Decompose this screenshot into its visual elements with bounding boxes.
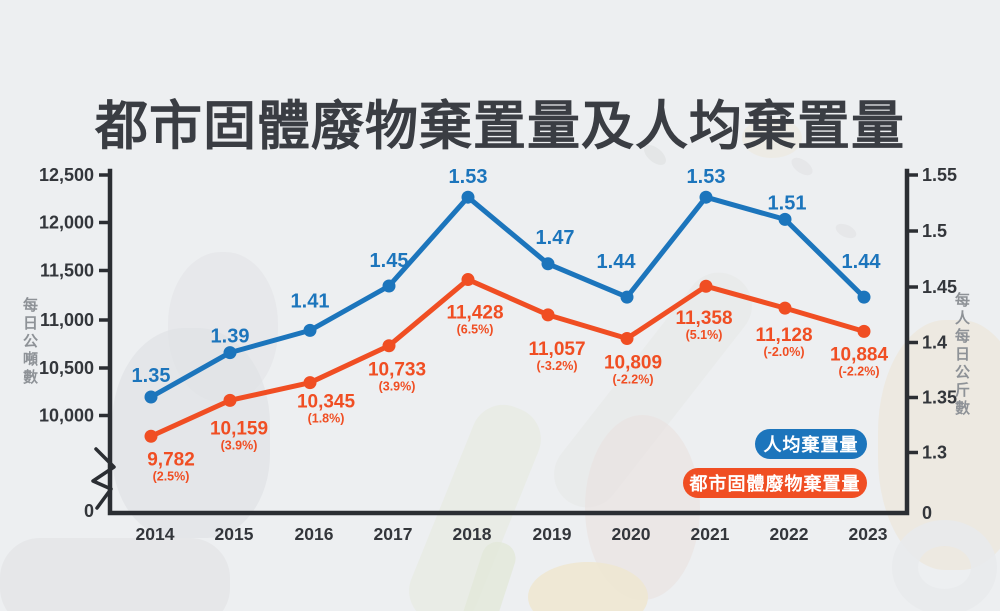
per-capita-value-label: 1.53 (687, 166, 726, 188)
msw-pct-label: (-3.2%) (537, 359, 578, 373)
x-axis-year-label: 2019 (533, 524, 572, 544)
per-capita-point-2015 (223, 346, 237, 360)
right-axis-tick-label: 1.4 (922, 333, 947, 353)
left-axis-tick-label: 0 (84, 501, 94, 521)
per-capita-point-2022 (778, 212, 792, 226)
left-axis-tick-label: 10,000 (39, 406, 94, 426)
per-capita-point-2017 (382, 279, 396, 293)
msw-value-label: 11,358 (675, 308, 732, 329)
msw-value-label: 10,159 (210, 418, 268, 439)
msw-point-2020 (620, 331, 634, 345)
msw-point-2018 (461, 273, 475, 287)
per-capita-point-2018 (461, 190, 475, 204)
msw-point-2015 (223, 393, 237, 407)
msw-value-label: 11,057 (528, 339, 585, 360)
per-capita-point-2023 (857, 290, 871, 304)
msw-value-label: 11,128 (755, 325, 812, 346)
per-capita-point-2019 (541, 257, 555, 271)
per-capita-value-label: 1.41 (291, 290, 330, 312)
msw-pct-label: (1.8%) (308, 412, 345, 426)
right-axis-tick-label: 1.55 (922, 165, 957, 185)
x-axis-year-label: 2023 (849, 524, 888, 544)
msw-point-2019 (541, 308, 555, 322)
per-capita-value-label: 1.35 (132, 365, 171, 387)
per-capita-line (148, 194, 867, 400)
per-capita-value-label: 1.53 (449, 166, 488, 188)
msw-point-2016 (303, 376, 317, 390)
per-capita-point-2021 (699, 190, 713, 204)
x-axis-year-label: 2018 (453, 524, 492, 544)
right-axis-tick-label: 1.45 (922, 277, 957, 297)
msw-pct-label: (-2.0%) (764, 345, 805, 359)
left-axis-tick-label: 12,000 (39, 213, 94, 233)
per-capita-value-label: 1.45 (370, 250, 409, 272)
msw-point-2017 (382, 339, 396, 353)
msw-point-2021 (699, 279, 713, 293)
msw-pct-label: (2.5%) (153, 469, 190, 483)
right-axis-tick-label: 1.3 (922, 443, 947, 463)
x-axis-year-label: 2021 (691, 524, 730, 544)
per-capita-point-2020 (620, 290, 634, 304)
msw-value-label: 10,345 (297, 392, 356, 413)
per-capita-value-label: 1.47 (536, 227, 575, 249)
right-axis-title: 每人每日公斤數 (953, 292, 970, 418)
x-axis-year-label: 2015 (215, 524, 254, 544)
msw-pct-label: (-2.2%) (839, 364, 880, 378)
x-axis-year-label: 2020 (612, 524, 651, 544)
left-axis-tick-label: 11,000 (40, 310, 94, 330)
per-capita-value-label: 1.39 (211, 326, 250, 348)
left-axis-tick-label: 11,500 (40, 261, 94, 281)
msw-value-label: 9,782 (147, 449, 195, 470)
left-axis-tick-label: 12,500 (39, 165, 94, 185)
msw-value-label: 11,428 (446, 303, 503, 324)
msw-point-2023 (857, 324, 871, 338)
msw-pct-label: (5.1%) (686, 328, 723, 342)
msw-line (148, 277, 867, 439)
msw-pct-label: (6.5%) (457, 323, 494, 337)
per-capita-value-label: 1.44 (597, 251, 637, 273)
x-axis-year-label: 2022 (770, 524, 809, 544)
left-axis-title: 每日公噸數 (21, 297, 38, 387)
msw-pct-label: (-2.2%) (613, 372, 654, 386)
left-axis-break-icon (91, 447, 116, 510)
per-capita-value-label: 1.51 (768, 192, 807, 214)
right-axis-tick-label: 1.5 (922, 221, 947, 241)
x-axis-year-label: 2016 (295, 524, 334, 544)
left-axis-tick-label: 10,500 (39, 358, 94, 378)
page-title: 都市固體廢物棄置量及人均棄置量 (95, 96, 905, 156)
msw-pct-label: (3.9%) (379, 380, 416, 394)
x-axis-year-label: 2017 (374, 524, 413, 544)
msw-value-label: 10,733 (368, 360, 426, 381)
per-capita-point-2014 (144, 390, 158, 404)
msw-value-label: 10,884 (830, 344, 889, 365)
right-axis-tick-label: 0 (922, 503, 932, 523)
per-capita-point-2016 (303, 323, 317, 337)
msw-point-2014 (144, 429, 158, 443)
right-axis-tick-label: 1.35 (922, 388, 957, 408)
msw-pct-label: (3.9%) (221, 438, 258, 452)
msw-value-label: 10,809 (604, 352, 662, 373)
x-axis-year-label: 2014 (136, 524, 175, 544)
per-capita-value-label: 1.44 (842, 251, 882, 273)
msw-point-2022 (778, 301, 792, 315)
